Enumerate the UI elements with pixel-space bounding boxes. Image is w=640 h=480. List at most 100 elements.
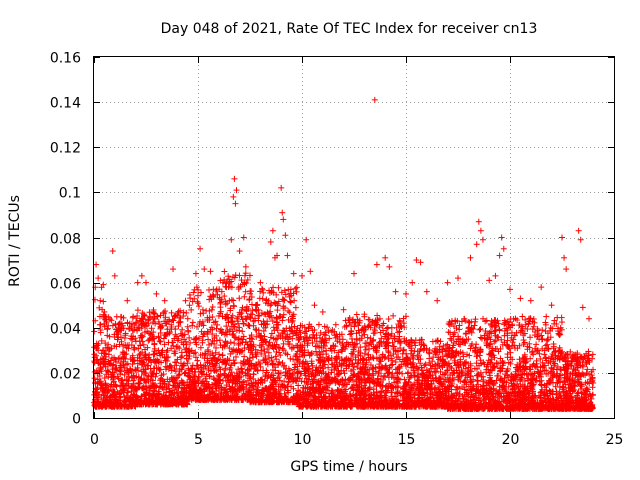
data-point (192, 368, 199, 375)
data-point (102, 363, 109, 370)
data-point (162, 357, 169, 364)
data-point (108, 317, 115, 324)
data-point (101, 350, 108, 357)
data-point (113, 383, 120, 390)
data-point (130, 357, 137, 364)
data-point (98, 396, 105, 403)
data-point (496, 327, 503, 334)
data-point (117, 388, 124, 395)
data-point (105, 341, 112, 348)
data-point (115, 327, 122, 334)
data-point (162, 314, 169, 321)
data-point (216, 337, 223, 344)
data-point (109, 366, 116, 373)
data-point (91, 402, 98, 409)
data-point (117, 313, 124, 320)
data-point (176, 345, 183, 352)
data-point (191, 295, 198, 302)
data-point (250, 371, 257, 378)
data-point (105, 387, 112, 394)
data-point (422, 361, 429, 368)
data-point (173, 343, 180, 350)
data-point (171, 313, 178, 320)
data-point (292, 304, 299, 311)
data-point (120, 342, 127, 349)
data-point (122, 330, 129, 337)
data-point (156, 338, 163, 345)
data-point (101, 358, 108, 365)
data-point (114, 399, 121, 406)
data-point (116, 354, 123, 361)
data-point (112, 321, 119, 328)
data-point (230, 302, 237, 309)
data-point (241, 293, 248, 300)
data-point (390, 312, 397, 319)
data-point (432, 369, 439, 376)
data-point (118, 338, 125, 345)
data-point (109, 355, 116, 362)
data-point (173, 359, 180, 366)
data-point (136, 351, 143, 358)
data-point (97, 329, 104, 336)
data-point (287, 298, 294, 305)
data-point (120, 314, 127, 321)
data-point (221, 268, 228, 275)
data-point (131, 344, 138, 351)
data-point (116, 390, 123, 397)
data-point (121, 371, 128, 378)
data-point (348, 350, 355, 357)
data-point (225, 273, 232, 280)
data-point (206, 286, 213, 293)
data-point (103, 318, 110, 325)
data-point (312, 343, 319, 350)
data-point (125, 389, 132, 396)
data-point (110, 375, 117, 382)
data-point (279, 345, 286, 352)
data-point (129, 314, 136, 321)
data-point (129, 384, 136, 391)
data-point (102, 340, 109, 347)
data-point (247, 288, 254, 295)
data-point (93, 340, 100, 347)
data-point (293, 284, 300, 291)
data-point (474, 378, 481, 385)
data-point (216, 351, 223, 358)
data-point (106, 401, 113, 408)
chart-title: Day 048 of 2021, Rate Of TEC Index for r… (161, 21, 538, 37)
data-point (112, 402, 119, 409)
data-point (227, 339, 234, 346)
data-point (162, 308, 169, 315)
data-point (121, 398, 128, 405)
data-point (189, 322, 196, 329)
data-point (105, 322, 112, 329)
data-point (111, 342, 118, 349)
data-point (117, 362, 124, 369)
data-point (118, 403, 125, 410)
data-point (128, 333, 135, 340)
data-point (195, 303, 202, 310)
data-point (107, 399, 114, 406)
data-point (461, 359, 468, 366)
data-point (256, 295, 263, 302)
data-point (160, 335, 167, 342)
data-point (197, 289, 204, 296)
data-point (158, 359, 165, 366)
data-point (124, 320, 131, 327)
data-point (209, 314, 216, 321)
data-point (104, 332, 111, 339)
data-point (101, 323, 108, 330)
data-points (91, 96, 597, 412)
data-point (97, 364, 104, 371)
data-point (129, 352, 136, 359)
data-point (93, 352, 100, 359)
data-point (117, 320, 124, 327)
data-point (102, 384, 109, 391)
data-point (132, 335, 139, 342)
data-point (155, 318, 162, 325)
data-point (122, 402, 129, 409)
data-point (135, 345, 142, 352)
data-point (123, 350, 130, 357)
data-point (189, 319, 196, 326)
data-point (194, 357, 201, 364)
